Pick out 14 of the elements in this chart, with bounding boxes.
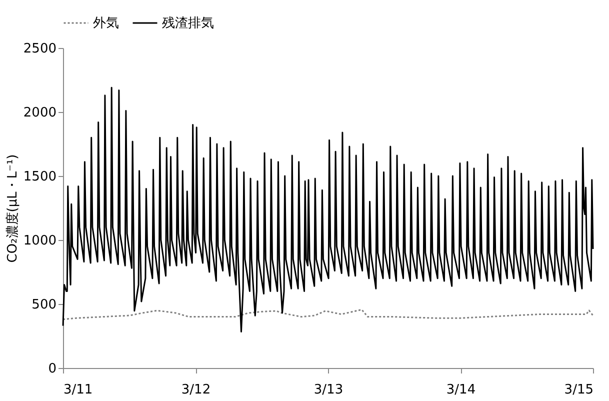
y-axis-title: CO₂濃度(μL・L⁻¹): [4, 154, 20, 263]
y-tick-label: 1500: [23, 170, 56, 184]
y-tick-label: 0: [48, 362, 56, 376]
x-tick-label: 3/11: [64, 382, 93, 398]
y-tick-label: 2500: [23, 42, 56, 56]
y-tick-label: 1000: [23, 234, 56, 248]
x-tick-label: 3/13: [314, 382, 344, 398]
x-tick-label: 3/14: [446, 382, 476, 398]
y-tick-label: 500: [32, 298, 56, 312]
x-tick-label: 3/15: [564, 382, 594, 398]
legend-label: 残渣排気: [162, 16, 214, 31]
x-tick-label: 3/12: [181, 382, 211, 398]
legend-label: 外気: [93, 16, 119, 31]
y-tick-label: 2000: [23, 106, 56, 120]
